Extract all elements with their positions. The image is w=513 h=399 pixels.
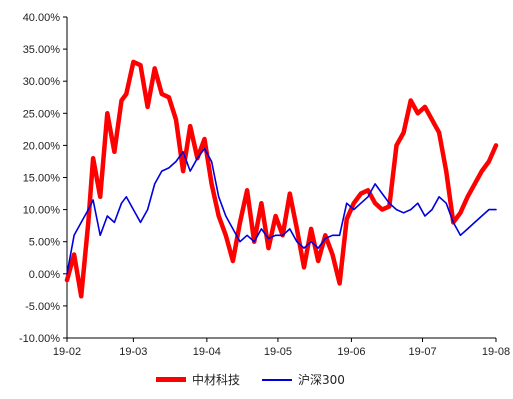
legend-item-series-0: 中材科技 xyxy=(156,371,240,388)
legend-label-series-1: 沪深300 xyxy=(298,373,345,387)
y-tick-label: 15.00% xyxy=(23,173,61,185)
y-tick-label: 20.00% xyxy=(23,140,61,152)
x-tick-label: 19-07 xyxy=(408,346,436,358)
x-tick-label: 19-04 xyxy=(193,346,221,358)
x-tick-label: 19-02 xyxy=(53,346,81,358)
y-tick-label: 0.00% xyxy=(29,269,60,281)
legend-item-series-1: 沪深300 xyxy=(262,371,345,388)
y-tick-label: 25.00% xyxy=(23,108,61,120)
y-tick-label: 10.00% xyxy=(23,205,61,217)
legend-swatch-series-1 xyxy=(262,378,293,381)
x-tick-label: 19-08 xyxy=(482,346,510,358)
legend: 中材科技 沪深300 xyxy=(156,371,367,388)
series-line-0 xyxy=(64,59,499,299)
x-tick-label: 19-05 xyxy=(264,346,292,358)
legend-label-series-0: 中材科技 xyxy=(192,373,241,387)
y-tick-label: 5.00% xyxy=(29,237,60,249)
legend-swatch-series-0 xyxy=(156,377,186,382)
y-tick-label: -5.00% xyxy=(25,301,60,313)
y-tick-label: 40.00% xyxy=(23,12,61,24)
y-tick-label: 35.00% xyxy=(23,44,61,56)
y-tick-label: -10.00% xyxy=(19,333,60,345)
x-tick-label: 19-03 xyxy=(119,346,147,358)
x-tick-label: 19-06 xyxy=(337,346,365,358)
series-line-1 xyxy=(66,147,497,275)
y-tick-label: 30.00% xyxy=(23,76,61,88)
